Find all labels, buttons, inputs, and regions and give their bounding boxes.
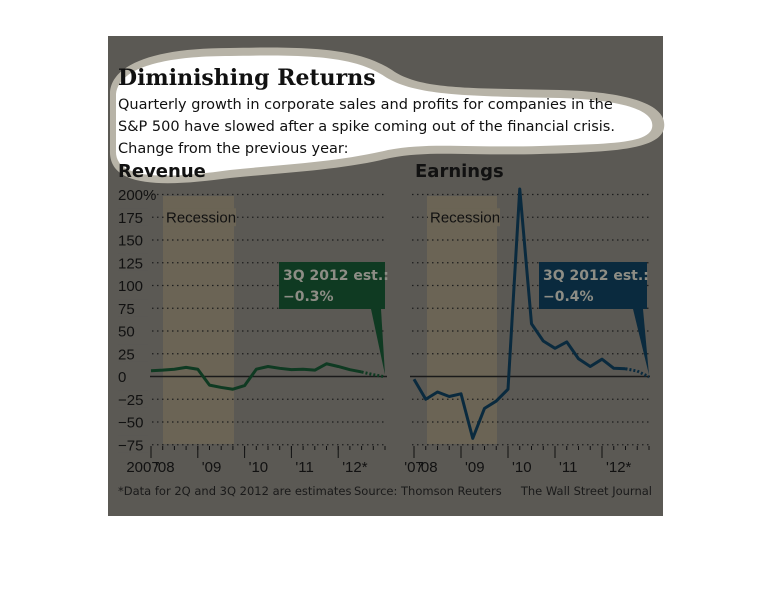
y-tick-bg — [118, 299, 148, 317]
y-tick-label: 25 — [118, 346, 135, 363]
y-tick-bg — [118, 413, 148, 430]
revenue-title: Revenue — [118, 161, 206, 182]
earnings-recession-label-bg — [428, 208, 500, 227]
y-tick-bg — [118, 231, 148, 248]
earnings-callout-pointer — [633, 309, 649, 375]
revenue-x-tick-label: '11 — [295, 459, 313, 476]
earnings-x-tick-label: '09 — [465, 459, 485, 476]
y-tick-label: 175 — [118, 210, 143, 227]
y-tick-label: 75 — [118, 301, 135, 318]
revenue-x-tick-label: '12* — [342, 459, 368, 476]
earnings-estimate-line — [625, 367, 650, 379]
revenue-x-tick-label: '08 — [155, 459, 175, 476]
header-blob — [115, 55, 653, 176]
earnings-callout-line2: −0.4% — [543, 289, 594, 305]
y-tick-label: 125 — [118, 255, 143, 272]
revenue-callout-line1: 3Q 2012 est.: — [283, 268, 389, 284]
subtitle-line-3: Change from the previous year: — [118, 141, 348, 157]
y-tick-bg — [118, 208, 148, 226]
y-tick-label: 100 — [118, 278, 143, 295]
revenue-callout-pointer — [371, 309, 385, 375]
earnings-x-tick-label: '08 — [418, 459, 438, 476]
revenue-callout-box — [279, 262, 385, 309]
earnings-title: Earnings — [415, 161, 504, 182]
y-tick-label: −50 — [118, 415, 143, 432]
y-tick-label: 200% — [118, 187, 156, 204]
y-tick-label: 150 — [118, 233, 143, 250]
y-tick-bg — [118, 253, 148, 271]
earnings-recession-label: Recession — [430, 209, 500, 226]
subtitle-line-1: Quarterly growth in corporate sales and … — [118, 97, 613, 113]
y-tick-label: 0 — [118, 369, 126, 386]
revenue-x-tick-label: '10 — [249, 459, 269, 476]
credit: The Wall Street Journal — [520, 484, 652, 498]
footnote: *Data for 2Q and 3Q 2012 are estimates — [118, 484, 351, 498]
revenue-x-tick-label: '09 — [202, 459, 222, 476]
y-tick-label: −25 — [118, 392, 143, 409]
y-tick-bg — [118, 185, 148, 203]
earnings-x-tick-label: '11 — [559, 459, 577, 476]
y-tick-bg — [118, 276, 148, 294]
earnings-x-tick-label: '10 — [512, 459, 532, 476]
earnings-x-tick-label: '12* — [606, 459, 632, 476]
chart-title: Diminishing Returns — [118, 65, 376, 91]
revenue-recession-label: Recession — [166, 209, 236, 226]
earnings-callout-line1: 3Q 2012 est.: — [543, 268, 649, 284]
earnings-callout-box — [539, 262, 647, 309]
subtitle-line-2: S&P 500 have slowed after a spike coming… — [118, 119, 615, 135]
y-tick-label: −75 — [118, 437, 143, 454]
y-tick-bg — [118, 435, 148, 453]
revenue-recession-label-bg — [164, 208, 236, 227]
revenue-x-tick-label: 2007 — [126, 459, 159, 476]
y-tick-bg — [118, 390, 148, 408]
y-tick-bg — [118, 322, 148, 339]
y-tick-label: 50 — [118, 324, 135, 341]
revenue-recession-shade — [163, 196, 234, 444]
y-tick-bg — [118, 367, 148, 385]
revenue-callout-line2: −0.3% — [283, 289, 334, 305]
earnings-x-tick-label: '07 — [404, 459, 424, 476]
source: Source: Thomson Reuters — [354, 484, 502, 498]
y-tick-bg — [118, 344, 148, 362]
